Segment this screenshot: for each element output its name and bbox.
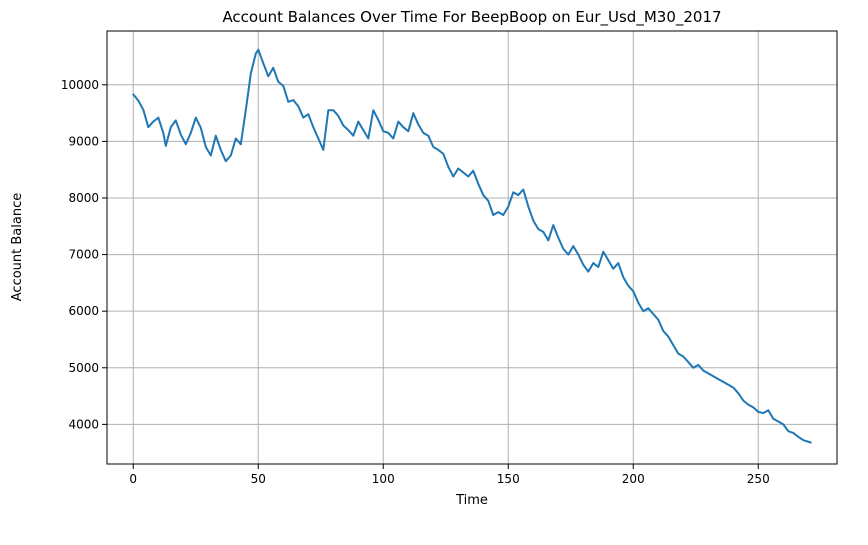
- plot-frame: [106, 30, 838, 465]
- grid: [107, 31, 837, 464]
- x-tick-label: 100: [372, 472, 395, 486]
- y-tick-label: 5000: [68, 361, 99, 375]
- y-tick-label: 7000: [68, 248, 99, 262]
- x-tick-label: 200: [622, 472, 645, 486]
- chart-title: Account Balances Over Time For BeepBoop …: [222, 8, 721, 27]
- y-tick-label: 9000: [68, 134, 99, 148]
- series-group: [132, 48, 812, 444]
- y-tick-label: 10000: [61, 78, 99, 92]
- x-tick-label: 250: [747, 472, 770, 486]
- series-line: [132, 48, 812, 444]
- x-tick-label: 50: [251, 472, 266, 486]
- y-axis-ticks: 4000 5000 6000 7000 8000 9000 10000: [61, 78, 107, 431]
- y-tick-label: 8000: [68, 191, 99, 205]
- y-tick-label: 4000: [68, 417, 99, 431]
- x-tick-label: 0: [129, 472, 137, 486]
- y-tick-label: 6000: [68, 304, 99, 318]
- x-axis-ticks: 0 50 100 150 200 250: [129, 464, 770, 486]
- y-axis-label: Account Balance: [10, 193, 25, 301]
- x-axis-label: Time: [455, 493, 488, 508]
- x-tick-label: 150: [497, 472, 520, 486]
